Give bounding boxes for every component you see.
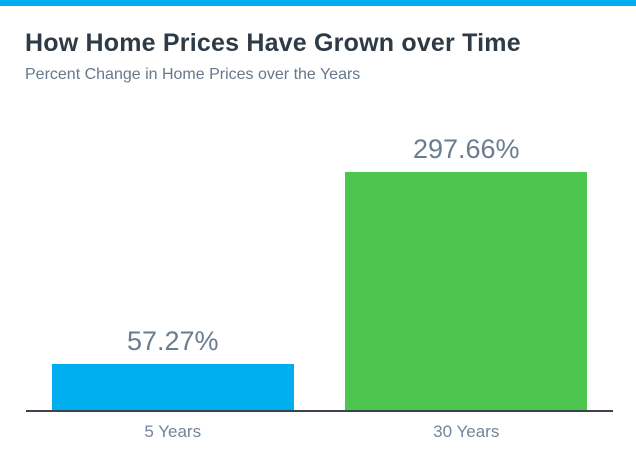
bar-group-5-years: 57.27% [26,325,320,410]
accent-strip [0,0,636,6]
plot-area: 57.27% 297.66% 5 Years 30 Years [26,85,613,442]
bar-value-label: 297.66% [412,134,520,164]
chart-header: How Home Prices Have Grown over Time Per… [0,6,636,85]
bar-30-years [345,172,588,410]
x-axis-label-30-years: 30 Years [433,422,500,441]
chart-title: How Home Prices Have Grown over Time [25,29,521,57]
bar-value-label: 57.27% [126,326,219,356]
bars-row: 57.27% 297.66% [26,85,613,412]
x-axis-label-5-years: 5 Years [144,422,202,441]
chart-subtitle: Percent Change in Home Prices over the Y… [25,66,361,83]
bar-5-years [51,364,294,410]
x-axis-labels: 5 Years 30 Years [26,412,613,442]
bar-group-30-years: 297.66% [320,133,614,410]
